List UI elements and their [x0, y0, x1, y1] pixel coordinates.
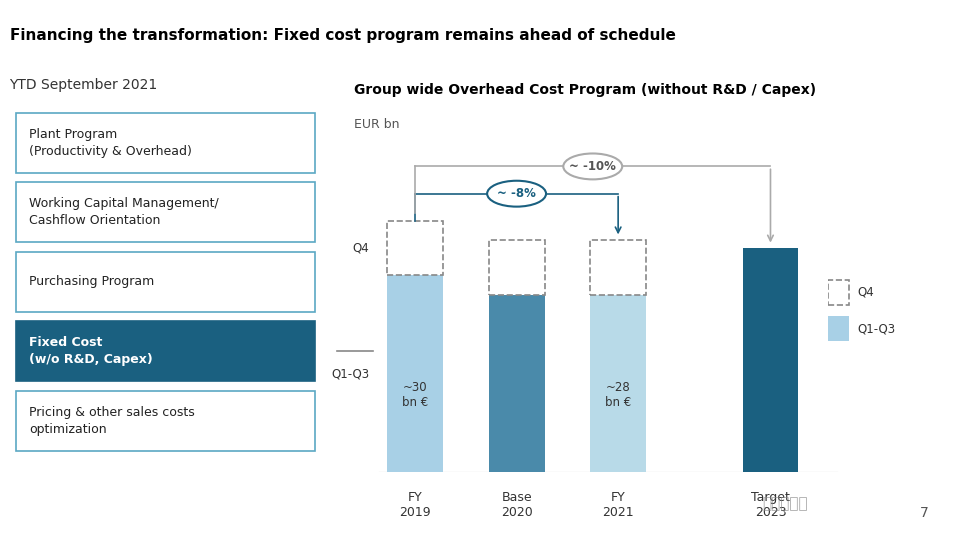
Text: 7: 7	[920, 506, 928, 520]
Text: ~30
bn €: ~30 bn €	[402, 382, 428, 410]
Text: Q4: Q4	[857, 286, 874, 299]
Text: ~ -10%: ~ -10%	[569, 160, 616, 173]
FancyBboxPatch shape	[828, 316, 849, 341]
Text: Q4: Q4	[352, 242, 369, 255]
FancyBboxPatch shape	[16, 113, 316, 173]
Text: FY
2021: FY 2021	[602, 491, 634, 519]
FancyBboxPatch shape	[16, 391, 316, 451]
Text: FY
2019: FY 2019	[399, 491, 431, 519]
Text: Pricing & other sales costs
optimization: Pricing & other sales costs optimization	[29, 406, 195, 436]
FancyBboxPatch shape	[489, 240, 545, 294]
Text: AKTIENGESELLSCHAFT: AKTIENGESELLSCHAFT	[813, 68, 900, 77]
Text: Base
2020: Base 2020	[501, 491, 532, 519]
Text: Q1-Q3: Q1-Q3	[857, 322, 895, 335]
Text: Target
2023: Target 2023	[751, 491, 790, 519]
Text: VOLKSWAGEN: VOLKSWAGEN	[812, 38, 901, 48]
Text: EUR bn: EUR bn	[354, 118, 400, 131]
Ellipse shape	[487, 181, 546, 207]
FancyBboxPatch shape	[387, 221, 443, 276]
Text: Financing the transformation: Fixed cost program remains ahead of schedule: Financing the transformation: Fixed cost…	[10, 28, 676, 43]
Text: ~28
bn €: ~28 bn €	[605, 382, 632, 410]
FancyBboxPatch shape	[16, 321, 316, 381]
Text: Working Capital Management/
Cashflow Orientation: Working Capital Management/ Cashflow Ori…	[29, 197, 219, 227]
Bar	[590, 294, 646, 472]
Text: YTD September 2021: YTD September 2021	[10, 78, 158, 92]
Ellipse shape	[564, 153, 622, 180]
FancyBboxPatch shape	[590, 240, 646, 294]
Text: 流动的汽车: 流动的汽车	[762, 496, 808, 511]
Text: Fixed Cost
(w/o R&D, Capex): Fixed Cost (w/o R&D, Capex)	[29, 336, 153, 366]
Text: Plant Program
(Productivity & Overhead): Plant Program (Productivity & Overhead)	[29, 128, 192, 158]
FancyBboxPatch shape	[16, 252, 316, 311]
Bar	[743, 248, 798, 472]
Text: ~ -8%: ~ -8%	[497, 187, 536, 200]
Bar	[489, 294, 545, 472]
Text: Group wide Overhead Cost Program (without R&D / Capex): Group wide Overhead Cost Program (withou…	[354, 83, 816, 97]
Text: Purchasing Program: Purchasing Program	[29, 275, 154, 288]
Bar	[387, 276, 443, 472]
FancyBboxPatch shape	[828, 280, 849, 305]
FancyBboxPatch shape	[16, 182, 316, 242]
Text: Q1-Q3: Q1-Q3	[331, 367, 369, 380]
